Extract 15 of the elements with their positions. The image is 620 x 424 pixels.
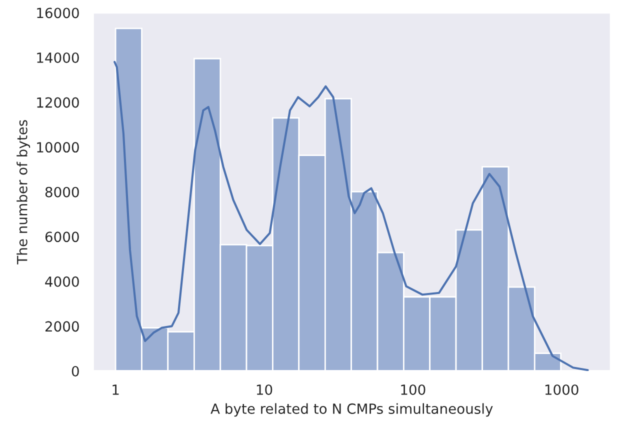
x-tick-label: 100 — [401, 384, 426, 395]
y-axis-title: The number of bytes — [16, 120, 30, 264]
y-tick-label: 8000 — [45, 186, 79, 198]
x-axis-title: A byte related to N CMPs simultaneously — [210, 403, 493, 417]
x-tick-label: 1 — [112, 384, 119, 395]
y-tick-label: 14000 — [37, 52, 79, 63]
y-tick-label: 6000 — [45, 232, 79, 242]
y-tick-label: 16000 — [37, 8, 79, 18]
y-tick-label: 0 — [72, 366, 79, 376]
x-tick-label: 10 — [256, 384, 272, 395]
y-tick-label: 2000 — [45, 321, 79, 332]
y-tick-label: 12000 — [37, 97, 79, 108]
y-tick-label: 4000 — [45, 276, 79, 287]
y-tick-label: 10000 — [37, 142, 79, 153]
x-tick-label: 1000 — [545, 384, 578, 395]
